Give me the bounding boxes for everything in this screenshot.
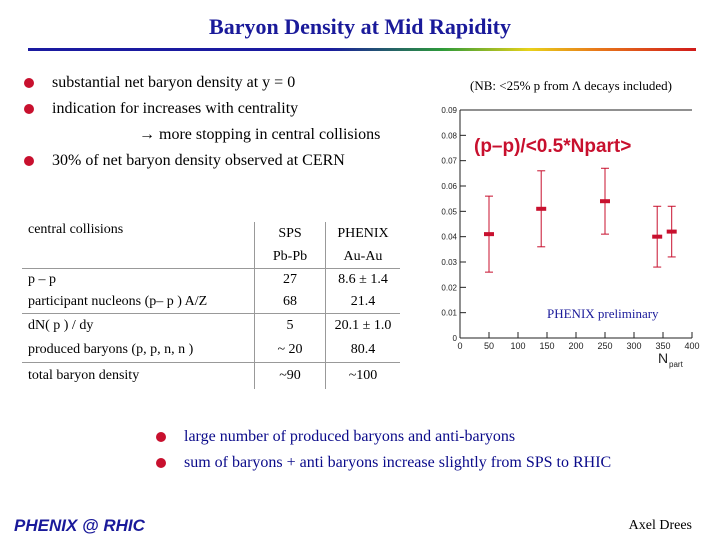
chart-title: (p–p)/<0.5*Npart> — [474, 136, 631, 157]
table-cell: 27 — [254, 268, 326, 291]
bullet-subitem: → more stopping in central collisions — [139, 126, 381, 143]
chart-points — [484, 167, 677, 273]
table-header-phenix-system: Au-Au — [343, 249, 383, 264]
point-marker — [536, 206, 547, 211]
x-tick-label: 300 — [626, 341, 641, 351]
bullet-item: 30% of net baryon density observed at CE… — [24, 148, 380, 174]
x-tick-label: 400 — [684, 341, 699, 351]
x-tick-label: 250 — [597, 341, 612, 351]
bullet-dot-icon — [156, 458, 166, 468]
chart-x-label-sub: part — [669, 360, 684, 369]
y-tick-label: 0.06 — [441, 182, 457, 191]
data-point — [666, 205, 677, 258]
table-row-label: total baryon density — [22, 362, 255, 389]
x-tick-label: 100 — [510, 341, 525, 351]
bullet-list: substantial net baryon density at y = 0 … — [24, 70, 380, 174]
y-tick-label: 0.02 — [441, 283, 457, 292]
table-row: total baryon density ~90 ~100 — [22, 362, 400, 389]
y-tick-label: 0.04 — [441, 233, 457, 242]
table-cell: ~90 — [254, 362, 326, 389]
table-cell: ~100 — [325, 362, 400, 389]
table-row-label: dN( p ) / dy — [22, 313, 255, 338]
table-cell: 80.4 — [350, 342, 376, 357]
table-row-label: participant nucleons (p– p ) A/Z — [22, 291, 255, 314]
data-point — [652, 205, 663, 268]
author-name: Axel Drees — [628, 518, 692, 533]
logo-text: PHENIX @ RHIC — [14, 516, 146, 535]
chart-y-ticks: 0 0.01 0.02 0.03 0.04 0.05 0.06 0.07 0.08 0.09 — [441, 106, 466, 343]
y-tick-label: 0.07 — [441, 157, 457, 166]
x-tick-label: 200 — [568, 341, 583, 351]
table-header-row-2: Pb-Pb Au-Au — [22, 246, 400, 269]
point-marker — [484, 232, 494, 237]
table-row: dN( p ) / dy 5 20.1 ± 1.0 — [22, 313, 400, 338]
bullet-item: sum of baryons + anti baryons increase s… — [156, 450, 611, 476]
table-cell: 20.1 ± 1.0 — [325, 313, 400, 338]
table-row: produced baryons (p, p, n, n ) ~ 20 80.4 — [22, 338, 400, 363]
table-row-label: p – p — [22, 268, 255, 291]
y-tick-label: 0.05 — [441, 207, 457, 216]
bullet-dot-icon — [156, 432, 166, 442]
table-cell: 8.6 ± 1.4 — [325, 268, 400, 291]
table-header-sps: SPS — [254, 222, 326, 246]
table-header-row: central collisions SPS PHENIX — [22, 222, 400, 246]
bullet-dot-icon — [24, 156, 34, 166]
table-cell: 68 — [254, 291, 326, 314]
data-point — [536, 170, 547, 248]
table-cell: 21.4 — [350, 294, 376, 309]
point-marker — [600, 199, 610, 204]
table-cell: ~ 20 — [254, 338, 326, 363]
table-cell: 5 — [254, 313, 326, 338]
bullet-dot-icon — [24, 104, 34, 114]
x-tick-label: 350 — [655, 341, 670, 351]
lambda-note: (NB: <25% p from Λ decays included) — [470, 78, 672, 93]
x-tick-label: 0 — [457, 341, 462, 351]
chart-caption: PHENIX preliminary — [547, 306, 659, 321]
bullet-dot-icon — [24, 78, 34, 88]
bullet-item: indication for increases with centrality — [24, 96, 380, 122]
table-header-label: central collisions — [22, 222, 255, 246]
data-point — [484, 195, 494, 273]
table-header-phenix: PHENIX — [337, 226, 389, 241]
y-tick-label: 0.09 — [441, 106, 457, 115]
baryon-density-chart: 0 0.01 0.02 0.03 0.04 0.05 0.06 0.07 0.08 0.09 0 5… — [441, 106, 700, 369]
comparison-table: central collisions SPS PHENIX Pb-Pb Au-A… — [22, 222, 400, 389]
x-tick-label: 150 — [539, 341, 554, 351]
bullet-item: large number of produced baryons and ant… — [156, 424, 611, 450]
table-row: participant nucleons (p– p ) A/Z 68 21.4 — [22, 291, 400, 314]
table-row: p – p 27 8.6 ± 1.4 — [22, 268, 400, 291]
x-tick-label: 50 — [484, 341, 494, 351]
y-tick-label: 0.08 — [441, 131, 457, 140]
point-marker — [666, 229, 677, 234]
y-tick-label: 0.01 — [441, 309, 457, 318]
title-divider — [28, 48, 696, 51]
bottom-bullet-list: large number of produced baryons and ant… — [156, 424, 611, 476]
y-tick-label: 0.03 — [441, 258, 457, 267]
data-point — [600, 167, 610, 235]
chart-x-ticks: 0 50 100 150 200 250 300 350 400 — [457, 332, 700, 351]
y-tick-label: 0 — [453, 334, 458, 343]
point-marker — [652, 234, 663, 239]
phenix-rhic-logo: PHENIX @ RHIC — [10, 512, 190, 536]
bullet-item: substantial net baryon density at y = 0 — [24, 70, 380, 96]
table-header-sps-system: Pb-Pb — [254, 246, 326, 269]
chart-x-label: N — [658, 350, 668, 366]
page-title: Baryon Density at Mid Rapidity — [209, 14, 511, 39]
table-row-label: produced baryons (p, p, n, n ) — [22, 338, 255, 363]
